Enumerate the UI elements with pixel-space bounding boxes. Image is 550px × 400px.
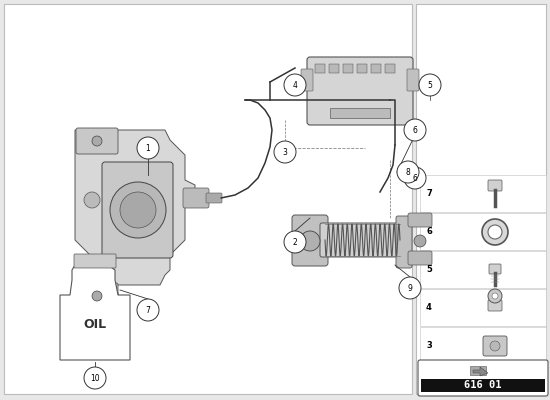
Text: 5: 5: [426, 266, 432, 274]
Circle shape: [488, 225, 502, 239]
Circle shape: [490, 341, 500, 351]
Circle shape: [404, 167, 426, 189]
Circle shape: [137, 299, 159, 321]
Circle shape: [399, 277, 421, 299]
Text: 4: 4: [426, 304, 432, 312]
FancyBboxPatch shape: [4, 4, 412, 394]
Circle shape: [284, 231, 306, 253]
Text: 7: 7: [426, 190, 432, 198]
Circle shape: [84, 367, 106, 389]
FancyBboxPatch shape: [292, 215, 328, 266]
Polygon shape: [473, 367, 488, 376]
Text: 10: 10: [90, 374, 100, 383]
Circle shape: [492, 293, 498, 299]
Text: 3: 3: [283, 148, 288, 157]
FancyBboxPatch shape: [301, 69, 313, 91]
FancyBboxPatch shape: [420, 213, 546, 250]
Bar: [357, 64, 367, 73]
Circle shape: [404, 119, 426, 141]
Text: 6: 6: [412, 174, 417, 183]
FancyBboxPatch shape: [408, 213, 432, 227]
Circle shape: [488, 289, 502, 303]
FancyBboxPatch shape: [183, 188, 209, 208]
Circle shape: [284, 74, 306, 96]
Text: 6: 6: [426, 228, 432, 236]
Circle shape: [84, 192, 100, 208]
Circle shape: [274, 141, 296, 163]
FancyBboxPatch shape: [396, 216, 412, 268]
FancyBboxPatch shape: [408, 251, 432, 265]
FancyBboxPatch shape: [488, 180, 502, 191]
FancyBboxPatch shape: [421, 379, 545, 392]
Text: 616 01: 616 01: [464, 380, 502, 390]
Bar: [470, 366, 486, 375]
Bar: [371, 64, 381, 73]
Circle shape: [414, 235, 426, 247]
Bar: [329, 64, 339, 73]
Text: OIL: OIL: [84, 318, 107, 332]
Circle shape: [137, 137, 159, 159]
FancyBboxPatch shape: [420, 175, 546, 212]
FancyBboxPatch shape: [76, 128, 118, 154]
Polygon shape: [60, 265, 130, 360]
FancyBboxPatch shape: [206, 193, 222, 203]
Text: 4: 4: [293, 81, 298, 90]
FancyBboxPatch shape: [102, 162, 173, 258]
FancyBboxPatch shape: [320, 223, 404, 257]
FancyBboxPatch shape: [407, 69, 419, 91]
FancyBboxPatch shape: [488, 300, 502, 311]
FancyBboxPatch shape: [307, 57, 413, 125]
Text: 7: 7: [146, 306, 151, 315]
Bar: [330, 108, 390, 118]
Circle shape: [92, 291, 102, 301]
Circle shape: [419, 74, 441, 96]
FancyBboxPatch shape: [418, 360, 548, 396]
Circle shape: [482, 219, 508, 245]
Circle shape: [120, 192, 156, 228]
FancyBboxPatch shape: [420, 251, 546, 288]
Text: 6: 6: [412, 126, 417, 135]
Circle shape: [300, 231, 320, 251]
FancyBboxPatch shape: [416, 4, 546, 394]
Text: 3: 3: [426, 342, 432, 350]
FancyBboxPatch shape: [483, 336, 507, 356]
FancyBboxPatch shape: [74, 254, 116, 268]
Text: 9: 9: [408, 284, 412, 293]
Bar: [385, 64, 395, 73]
Circle shape: [92, 136, 102, 146]
Bar: [315, 64, 325, 73]
FancyBboxPatch shape: [420, 327, 546, 364]
FancyBboxPatch shape: [489, 264, 501, 274]
Circle shape: [110, 182, 166, 238]
Text: 2: 2: [293, 238, 298, 247]
FancyBboxPatch shape: [420, 289, 546, 326]
Text: 5: 5: [427, 81, 432, 90]
Bar: [343, 64, 353, 73]
Text: 1: 1: [146, 144, 150, 153]
Text: 8: 8: [406, 168, 410, 177]
Circle shape: [397, 161, 419, 183]
FancyBboxPatch shape: [76, 283, 118, 309]
Polygon shape: [75, 130, 195, 310]
